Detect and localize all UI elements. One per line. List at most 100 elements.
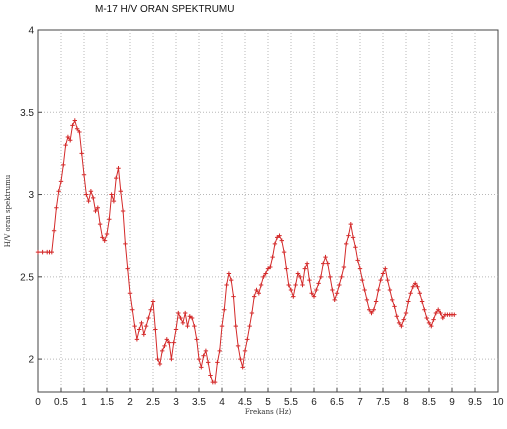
data-point [261, 274, 266, 280]
data-point [63, 142, 68, 148]
data-point [387, 287, 393, 293]
data-point [376, 287, 381, 293]
data-point [127, 291, 133, 296]
data-point [180, 320, 186, 326]
y-axis-label: H/V oran spektrumu [4, 174, 12, 247]
data-point [252, 294, 257, 299]
x-axis-label: Frekans (Hz) [245, 408, 292, 416]
data-point [417, 291, 422, 296]
x-tick-label: 2.5 [146, 397, 160, 408]
data-point [51, 228, 57, 233]
data-point [132, 323, 137, 329]
data-point [392, 304, 397, 309]
data-point [201, 353, 206, 358]
data-point [185, 323, 190, 329]
data-point [150, 299, 156, 304]
data-point [424, 315, 429, 321]
data-point [254, 287, 259, 293]
data-point [146, 315, 151, 321]
y-tick-label: 2.5 [20, 272, 34, 283]
data-point [86, 198, 91, 204]
data-point [265, 266, 271, 271]
data-point [125, 266, 130, 271]
data-point [196, 356, 202, 362]
data-point [426, 320, 432, 326]
data-point [233, 323, 238, 329]
data-point [304, 261, 310, 266]
data-point [286, 282, 291, 288]
data-point [164, 337, 169, 342]
data-point [311, 294, 317, 299]
data-point [399, 323, 404, 329]
data-point [344, 241, 349, 247]
data-point [137, 327, 142, 332]
data-point [380, 271, 386, 276]
x-tick-label: 10 [492, 397, 504, 408]
data-point [88, 189, 94, 194]
data-point [130, 307, 135, 312]
data-point [208, 373, 213, 378]
data-point [408, 291, 413, 296]
data-point [327, 274, 333, 280]
data-point [153, 327, 158, 332]
data-point [367, 307, 372, 312]
data-point [431, 317, 436, 322]
data-point [226, 271, 232, 276]
data-point [438, 310, 443, 316]
x-tick-label: 9.5 [468, 397, 482, 408]
data-point [249, 310, 255, 316]
data-point [330, 287, 335, 293]
data-point [314, 287, 319, 293]
data-point [346, 233, 351, 238]
data-point [357, 266, 363, 271]
data-point [353, 245, 358, 250]
y-tick-label: 3.5 [20, 108, 34, 119]
data-point [378, 277, 383, 283]
x-tick-label: 1 [81, 397, 87, 408]
data-point [410, 284, 416, 289]
data-point [364, 297, 370, 303]
data-point [452, 312, 457, 317]
data-point [293, 282, 298, 288]
data-point [35, 249, 41, 255]
data-point [263, 271, 268, 276]
data-point [240, 365, 245, 370]
y-tick-label: 3 [28, 190, 34, 201]
data-point [419, 299, 425, 304]
x-tick-label: 1.5 [100, 397, 114, 408]
data-point [148, 307, 153, 312]
data-point [194, 337, 199, 342]
data-point [102, 238, 107, 243]
data-point [206, 360, 211, 365]
data-point [229, 277, 234, 283]
data-point [54, 205, 59, 210]
data-point [107, 217, 112, 222]
data-point [323, 254, 328, 260]
data-point [433, 310, 439, 316]
data-point [231, 294, 236, 299]
grid [38, 30, 498, 392]
data-point [238, 356, 243, 362]
data-point [318, 274, 324, 280]
x-tick-label: 4.5 [238, 397, 252, 408]
data-point [173, 327, 179, 332]
data-point [97, 221, 103, 227]
data-point [350, 235, 356, 240]
data-point [256, 291, 261, 296]
data-point [242, 348, 248, 354]
data-point [74, 126, 80, 131]
data-point [284, 266, 289, 271]
data-point [215, 360, 220, 365]
data-point [406, 299, 411, 304]
data-point [235, 343, 241, 349]
data-point [217, 348, 222, 354]
data-point [422, 307, 427, 312]
data-point [95, 205, 100, 210]
data-point [224, 282, 229, 288]
data-point [396, 320, 402, 326]
x-tick-label: 9 [449, 397, 455, 408]
data-point [348, 221, 353, 227]
data-point [162, 343, 167, 349]
x-tick-labels: 0 0.5 1 1.5 2 2.5 3 3.5 4 4.5 5 5.5 6 6.5 7 7.5 8 8.5 9 9.5… [35, 388, 504, 408]
